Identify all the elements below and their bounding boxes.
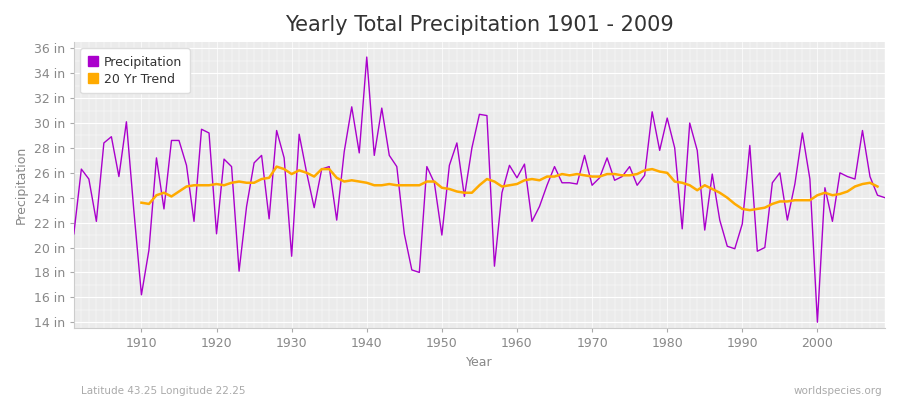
Legend: Precipitation, 20 Yr Trend: Precipitation, 20 Yr Trend [80, 48, 190, 93]
Y-axis label: Precipitation: Precipitation [15, 146, 28, 224]
Title: Yearly Total Precipitation 1901 - 2009: Yearly Total Precipitation 1901 - 2009 [285, 15, 674, 35]
Text: Latitude 43.25 Longitude 22.25: Latitude 43.25 Longitude 22.25 [81, 386, 246, 396]
X-axis label: Year: Year [466, 356, 492, 369]
Text: worldspecies.org: worldspecies.org [794, 386, 882, 396]
